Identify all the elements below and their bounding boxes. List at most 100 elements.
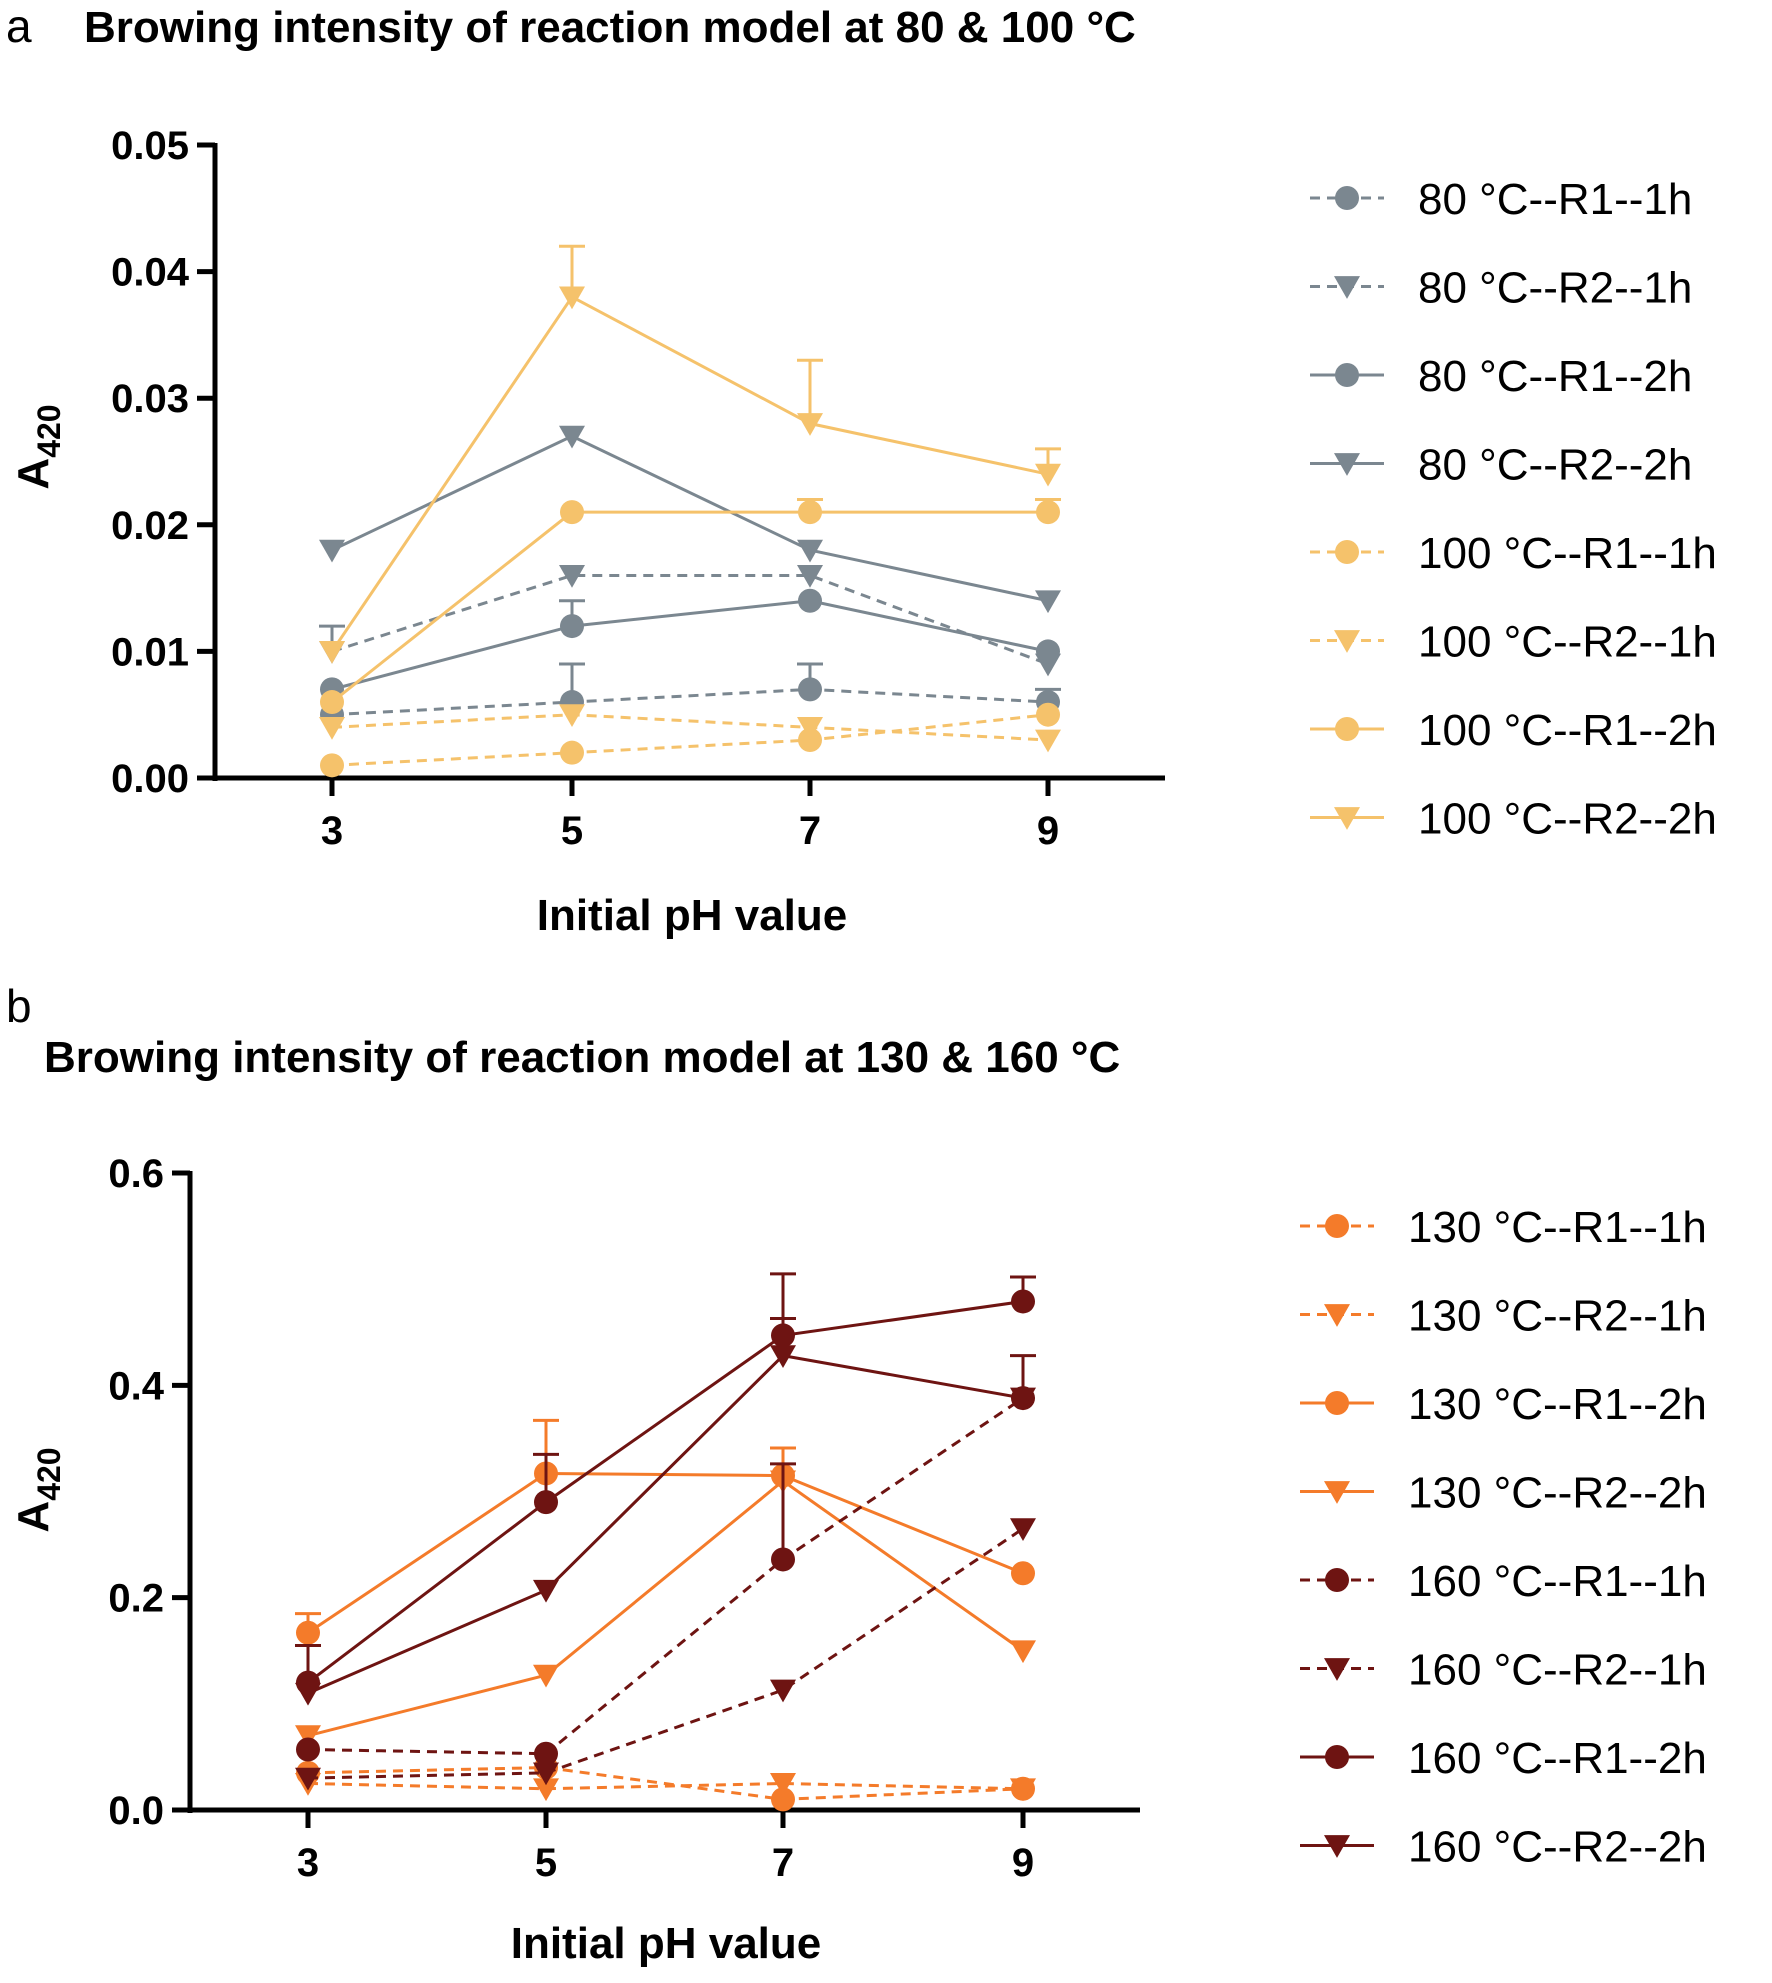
panel-a-data-point [559,425,585,449]
panel-b-legend-marker [1325,1745,1349,1769]
panel-a-data-point [560,740,584,765]
panel-b-series-line [307,1781,1024,1791]
panel-a-data-point [797,565,823,588]
panel-a-y-tick-label: 0.02 [111,504,189,548]
panel-b-legend-label: 130 °C--R2--2h [1408,1469,1707,1518]
panel-b-x-tick-label: 9 [1012,1841,1034,1885]
panel-a-data-point [1035,590,1061,614]
panel-a-legend-marker [1334,453,1360,476]
panel-b-data-point [533,1664,559,1688]
panel-a-legend-marker [1334,276,1360,299]
panel-b: b Browing intensity of reaction model at… [6,980,1707,1968]
panel-b-series-line [307,1396,1024,1756]
panel-a-series-3 [320,588,1060,702]
panel-a-x-tick-label: 5 [561,809,583,853]
panel-a-series-7 [320,497,1061,715]
panel-a-y-tick-label: 0.03 [111,377,189,421]
panel-b-data-point [295,1725,321,1749]
panel-a-legend-item: 100 °C--R2--1h [1310,618,1717,667]
panel-b-data-point [296,1737,320,1762]
panel-a-data-point [1035,729,1061,753]
panel-a-data-point [797,716,823,740]
panel-b-legend-label: 160 °C--R2--2h [1408,1823,1707,1872]
panel-b-x-axis-label: Initial pH value [511,1919,822,1968]
panel-a-data-point [798,500,822,525]
panel-a-data-point [559,286,585,310]
panel-a-legend-marker [1335,186,1359,210]
panel-a-series-line [331,599,1049,691]
panel-b-data-point [1010,1518,1036,1542]
panel-a-series-8 [319,244,1061,664]
panel-a-legend-label: 80 °C--R1--1h [1418,175,1692,224]
panel-a-series-5 [320,702,1060,778]
panel-b-series-line [307,1299,1024,1684]
panel-b-x-tick-label: 7 [772,1841,794,1885]
panel-a-series-2 [319,565,1061,677]
panel-b-data-point [1010,1640,1036,1664]
panel-a-y-axis-label: A420 [9,404,67,489]
panel-b-x-tick-label: 3 [297,1841,319,1885]
panel-b-legend-item: 160 °C--R2--1h [1300,1646,1707,1695]
panel-a-title: Browing intensity of reaction model at 8… [84,3,1136,52]
panel-a-series-line [331,713,1049,767]
panel-a-series-line [331,573,1049,666]
panel-a-series-line [331,510,1048,704]
panel-a-data-point [559,565,585,588]
panel-a-x-axis-label: Initial pH value [537,891,848,940]
panel-b-series-7 [296,1272,1036,1695]
panel-a-data-point [1036,639,1060,664]
panel-a-x-tick-label: 7 [799,809,821,853]
panel-a-data-point [320,753,344,778]
panel-b-legend-item: 160 °C--R1--2h [1300,1734,1707,1783]
panel-b-series-line [307,1766,1024,1801]
panel-b-series-3 [295,1418,1035,1645]
panel-b-legend-marker [1324,1658,1350,1681]
panel-a-data-point [797,413,823,436]
panel-b-legend-label: 130 °C--R1--1h [1408,1203,1707,1252]
panel-a-data-point [798,677,822,702]
panel-b-data-point [1010,1778,1036,1802]
panel-a-y-tick-label: 0.05 [111,124,189,168]
panel-b-series-6 [295,1518,1036,1791]
panel-b-series-5 [296,1354,1036,1766]
panel-a-legend-marker [1335,717,1359,741]
panel-b-series-line [307,1527,1024,1780]
panel-b-data-point [534,1741,558,1766]
panel-b-legend-marker [1324,1481,1350,1504]
panel-b-legend-marker [1325,1568,1349,1592]
panel-b-series-line [307,1353,1024,1695]
panel-b-legend-label: 160 °C--R1--1h [1408,1557,1707,1606]
panel-b-data-point [770,1773,796,1796]
panel-b-legend-item: 130 °C--R2--1h [1300,1292,1707,1341]
panel-a-legend-marker [1335,540,1359,564]
panel-b-data-point [771,1787,795,1812]
panel-a-y-tick-label: 0.04 [111,251,190,295]
panel-a-legend-item: 80 °C--R2--1h [1310,264,1692,313]
panel-a-legend-label: 100 °C--R2--1h [1418,618,1717,667]
panel-a-x-tick-label: 9 [1037,809,1059,853]
panel-a-series-6 [319,704,1061,753]
panel-b-data-point [770,1345,796,1368]
panel-b-legend-marker [1325,1391,1349,1415]
panel-b-legend-item: 130 °C--R1--1h [1300,1203,1707,1252]
panel-b-y-axis-label: A420 [9,1447,67,1532]
panel-a-data-point [560,614,584,639]
panel-a-legend-marker [1334,630,1360,653]
panel-a-data-point [319,539,345,563]
panel-b-data-point [770,1679,796,1703]
panel-b-legend-item: 130 °C--R2--2h [1300,1469,1707,1518]
panel-b-legend-label: 160 °C--R1--2h [1408,1734,1707,1783]
panel-a-legend-item: 100 °C--R1--2h [1310,706,1717,755]
panel-a-legend-label: 80 °C--R1--2h [1418,352,1692,401]
panel-b-data-point [533,1778,559,1802]
panel-b-legend-label: 130 °C--R2--1h [1408,1292,1707,1341]
panel-b-data-point [534,1490,558,1515]
panel-a-legend-label: 100 °C--R1--2h [1418,706,1717,755]
panel-a-data-point [797,539,823,563]
panel-b-legend-marker [1324,1304,1350,1327]
panel-b-data-point [296,1620,320,1645]
panel-b-y-tick-label: 0.6 [108,1152,164,1196]
panel-a-letter: a [6,0,32,52]
panel-a-data-point [319,641,345,664]
